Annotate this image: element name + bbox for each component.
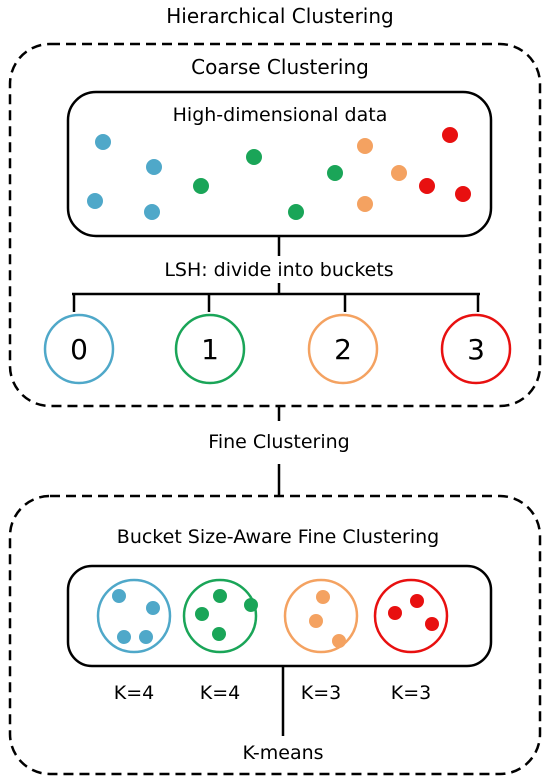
data-point <box>95 134 111 150</box>
bucket-circle <box>174 313 246 385</box>
clusters-box <box>66 564 493 668</box>
fine-clustering-title: Bucket Size-Aware Fine Clustering <box>117 526 439 548</box>
data-point <box>388 606 402 620</box>
data-point <box>146 601 160 615</box>
k-label: K=3 <box>301 682 341 704</box>
data-point <box>316 590 330 604</box>
bucket-circle <box>307 313 379 385</box>
cluster-0 <box>96 578 172 654</box>
data-point <box>195 607 209 621</box>
data-point <box>144 204 160 220</box>
data-point <box>146 159 162 175</box>
data-point <box>213 589 227 603</box>
data-point <box>391 165 407 181</box>
bucket-label: 3 <box>467 333 485 366</box>
cluster-2 <box>283 578 359 654</box>
data-point <box>309 614 323 628</box>
kmeans-label: K-means <box>242 742 323 764</box>
cluster-circle <box>96 578 172 654</box>
k-label: K=4 <box>114 682 154 704</box>
coarse-clustering-container <box>8 42 542 408</box>
bucket-2: 2 <box>307 313 379 385</box>
data-point <box>139 630 153 644</box>
data-point <box>87 193 103 209</box>
data-point <box>332 634 346 648</box>
bucket-tree <box>72 283 480 312</box>
data-point <box>357 138 373 154</box>
data-point <box>357 196 373 212</box>
bucket-label: 0 <box>70 333 88 366</box>
data-point <box>410 594 424 608</box>
data-point <box>244 598 258 612</box>
data-point <box>455 186 471 202</box>
diagram-title: Hierarchical Clustering <box>166 4 393 28</box>
data-point <box>193 178 209 194</box>
bucket-circle <box>440 313 512 385</box>
fine-clustering-container <box>8 494 542 776</box>
data-point <box>425 617 439 631</box>
data-point <box>212 627 226 641</box>
data-point <box>246 149 262 165</box>
fine-clustering-label: Fine Clustering <box>208 431 349 453</box>
k-label: K=4 <box>200 682 240 704</box>
k-label: K=3 <box>391 682 431 704</box>
bucket-1: 1 <box>174 313 246 385</box>
cluster-3 <box>373 578 449 654</box>
data-point <box>419 178 435 194</box>
bucket-circle <box>43 313 115 385</box>
cluster-circle <box>182 578 258 654</box>
data-point <box>117 630 131 644</box>
data-point <box>442 127 458 143</box>
cluster-1 <box>182 578 258 654</box>
bucket-label: 1 <box>201 333 219 366</box>
coarse-clustering-title: Coarse Clustering <box>191 55 369 79</box>
data-point <box>112 589 126 603</box>
data-point <box>288 204 304 220</box>
bucket-label: 2 <box>334 333 352 366</box>
data-points <box>87 127 471 220</box>
bucket-3: 3 <box>440 313 512 385</box>
bucket-0: 0 <box>43 313 115 385</box>
cluster-circle <box>373 578 449 654</box>
lsh-label: LSH: divide into buckets <box>164 259 393 281</box>
data-point <box>327 165 343 181</box>
data-box-label: High-dimensional data <box>173 104 388 126</box>
